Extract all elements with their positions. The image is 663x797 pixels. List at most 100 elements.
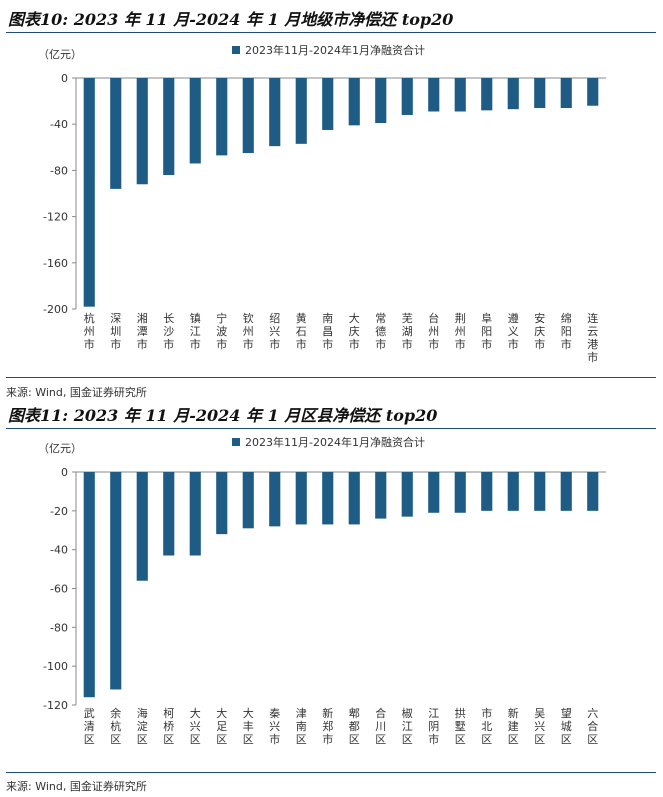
bar <box>507 78 519 110</box>
bar <box>242 472 254 529</box>
x-tick-label: 大庆市 <box>349 311 360 351</box>
bar <box>481 472 493 511</box>
source-note-2: 来源: Wind, 国金证券研究所 <box>6 780 147 793</box>
x-tick-label: 遵义市 <box>508 311 519 351</box>
bar <box>83 78 95 307</box>
figure-title-1: 图表10: 2023 年 11 月-2024 年 1 月地级市净偿还 top20 <box>8 10 454 29</box>
y-tick-label: -160 <box>43 257 68 270</box>
bar <box>401 78 413 115</box>
source-note-1: 来源: Wind, 国金证券研究所 <box>6 386 147 399</box>
x-tick-label: 湘潭市 <box>137 311 148 351</box>
bar <box>163 78 175 176</box>
x-tick-label: 秦兴市 <box>269 706 280 746</box>
y-tick-label: -100 <box>43 660 68 673</box>
x-tick-label: 六合区 <box>587 707 598 746</box>
x-tick-label: 南昌市 <box>322 312 333 351</box>
x-tick-label: 武清区 <box>84 707 95 746</box>
figure-title-2: 图表11: 2023 年 11 月-2024 年 1 月区县净偿还 top20 <box>8 406 438 425</box>
bar <box>110 78 122 189</box>
y-tick-label: -40 <box>50 544 68 557</box>
x-tick-label: 大丰区 <box>243 706 254 746</box>
bar <box>216 78 228 156</box>
bar <box>136 78 148 185</box>
x-tick-label: 合川区 <box>375 706 386 746</box>
y-tick-label: 0 <box>61 72 68 85</box>
bar <box>110 472 122 690</box>
y-unit-label: （亿元） <box>38 442 82 455</box>
source-rule-1 <box>6 377 656 378</box>
x-tick-label: 常德市 <box>375 312 386 351</box>
y-tick-label: -80 <box>50 621 68 634</box>
y-tick-label: -80 <box>50 164 68 177</box>
bar <box>560 78 572 109</box>
x-tick-label: 长沙市 <box>163 312 174 351</box>
x-tick-label: 市北区 <box>481 706 492 746</box>
y-tick-label: -20 <box>50 505 68 518</box>
x-tick-label: 安庆市 <box>534 311 545 351</box>
bar <box>534 78 546 109</box>
bar <box>587 472 599 511</box>
x-tick-label: 新建区 <box>508 706 519 746</box>
x-tick-label: 台州市 <box>428 311 439 351</box>
bar <box>322 472 334 525</box>
x-tick-label: 望城区 <box>561 707 572 746</box>
bar <box>587 78 599 106</box>
x-tick-label: 大兴区 <box>190 706 201 746</box>
legend-swatch <box>232 438 240 446</box>
bar <box>295 78 307 144</box>
x-tick-label: 新郑市 <box>322 706 333 746</box>
bar <box>189 472 201 556</box>
y-tick-label: -60 <box>50 583 68 596</box>
y-tick-label: -40 <box>50 118 68 131</box>
bar <box>348 472 360 525</box>
x-tick-label: 江阴市 <box>428 707 439 746</box>
x-tick-label: 黄石市 <box>296 311 307 351</box>
y-tick-label: -200 <box>43 303 68 316</box>
bar <box>216 472 228 535</box>
bar <box>428 472 440 513</box>
x-tick-label: 郫都区 <box>349 706 360 746</box>
bar <box>322 78 334 130</box>
x-tick-label: 椒江区 <box>402 706 413 746</box>
x-tick-label: 阜阳市 <box>481 312 492 351</box>
x-tick-label: 绵阳市 <box>561 311 572 351</box>
y-tick-label: -120 <box>43 699 68 712</box>
bar <box>83 472 95 698</box>
bar-chart-county: （亿元） 2023年11月-2024年1月净融资合计 0 -20 -40 -60 -80 -1… <box>38 435 606 746</box>
bar <box>136 472 148 581</box>
bar <box>534 472 546 511</box>
bar <box>481 78 493 111</box>
bar <box>242 78 254 154</box>
bar <box>269 472 281 527</box>
y-unit-label: （亿元） <box>38 48 82 61</box>
bar <box>295 472 307 525</box>
x-tick-label: 余杭区 <box>110 706 121 746</box>
x-tick-label: 荆州市 <box>455 312 466 351</box>
bar <box>163 472 175 556</box>
bar <box>507 472 519 511</box>
title-rule-1 <box>6 32 656 33</box>
bar <box>189 78 201 164</box>
legend-swatch <box>232 46 240 54</box>
source-rule-2 <box>6 772 656 773</box>
x-tick-label: 海淀区 <box>137 706 148 746</box>
x-tick-label: 深圳市 <box>110 312 121 351</box>
bar <box>375 78 387 124</box>
x-tick-label: 芜湖市 <box>402 311 413 351</box>
x-tick-label: 杭州市 <box>84 311 95 351</box>
x-tick-label: 拱墅区 <box>455 706 466 746</box>
legend-label: 2023年11月-2024年1月净融资合计 <box>245 435 425 449</box>
x-tick-label: 津南区 <box>296 707 307 746</box>
title-rule-2 <box>6 428 656 429</box>
bar <box>375 472 387 519</box>
y-tick-label: -120 <box>43 211 68 224</box>
x-tick-label: 柯桥区 <box>163 707 174 746</box>
x-tick-label: 钦州市 <box>243 312 254 351</box>
x-tick-label: 大足区 <box>216 706 227 746</box>
x-tick-label: 镇江市 <box>190 311 201 351</box>
bar-chart-city: （亿元） 2023年11月-2024年1月净融资合计 0 -40 -80 -120 -160… <box>38 43 606 364</box>
bar <box>401 472 413 517</box>
bar <box>348 78 360 126</box>
bar <box>454 78 466 112</box>
x-tick-label: 宁波市 <box>216 311 227 351</box>
